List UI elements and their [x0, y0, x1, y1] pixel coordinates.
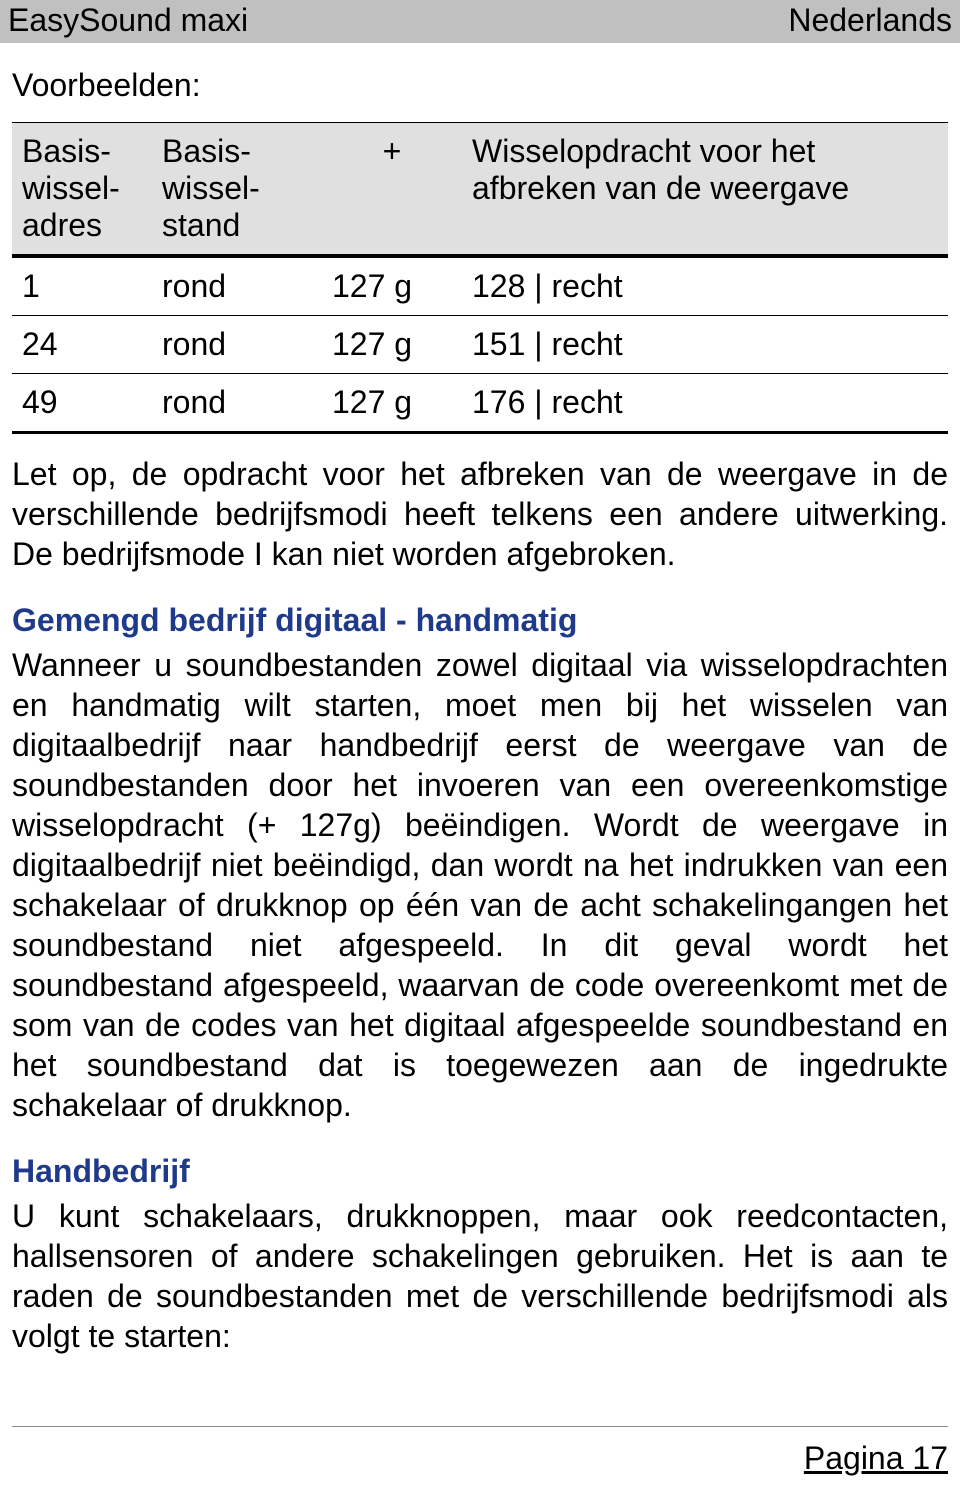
cell-b: rond — [152, 374, 322, 433]
cell-a: 1 — [12, 256, 152, 316]
footer-divider — [12, 1426, 948, 1427]
th-basis-wissel-adres: Basis-wissel-adres — [12, 123, 152, 257]
cell-b: rond — [152, 256, 322, 316]
cell-d: 128 | recht — [462, 256, 948, 316]
cell-c: 127 g — [322, 316, 462, 374]
header-left: EasySound maxi — [8, 2, 248, 39]
table-row: 49 rond 127 g 176 | recht — [12, 374, 948, 433]
examples-table: Basis-wissel-adres Basis-wissel-stand + … — [12, 122, 948, 434]
cell-a: 49 — [12, 374, 152, 433]
th-basis-wissel-stand: Basis-wissel-stand — [152, 123, 322, 257]
th-plus: + — [322, 123, 462, 257]
table-row: 24 rond 127 g 151 | recht — [12, 316, 948, 374]
cell-a: 24 — [12, 316, 152, 374]
header-right: Nederlands — [788, 2, 952, 39]
header-bar: EasySound maxi Nederlands — [0, 0, 960, 43]
cell-c: 127 g — [322, 256, 462, 316]
page: EasySound maxi Nederlands Voorbeelden: B… — [0, 0, 960, 1487]
heading-handbedrijf: Handbedrijf — [12, 1153, 948, 1190]
paragraph-note: Let op, de opdracht voor het afbreken va… — [12, 454, 948, 574]
cell-b: rond — [152, 316, 322, 374]
paragraph-gemengd: Wanneer u soundbestanden zowel digitaal … — [12, 645, 948, 1125]
heading-gemengd: Gemengd bedrijf digitaal - handmatig — [12, 602, 948, 639]
cell-d: 151 | recht — [462, 316, 948, 374]
content: Voorbeelden: Basis-wissel-adres Basis-wi… — [0, 43, 960, 1356]
examples-label: Voorbeelden: — [12, 67, 948, 104]
cell-c: 127 g — [322, 374, 462, 433]
paragraph-handbedrijf: U kunt schakelaars, drukknoppen, maar oo… — [12, 1196, 948, 1356]
th-wisselopdracht: Wisselopdracht voor het afbreken van de … — [462, 123, 948, 257]
table-header-row: Basis-wissel-adres Basis-wissel-stand + … — [12, 123, 948, 257]
cell-d: 176 | recht — [462, 374, 948, 433]
table-row: 1 rond 127 g 128 | recht — [12, 256, 948, 316]
page-number: Pagina 17 — [804, 1440, 948, 1477]
